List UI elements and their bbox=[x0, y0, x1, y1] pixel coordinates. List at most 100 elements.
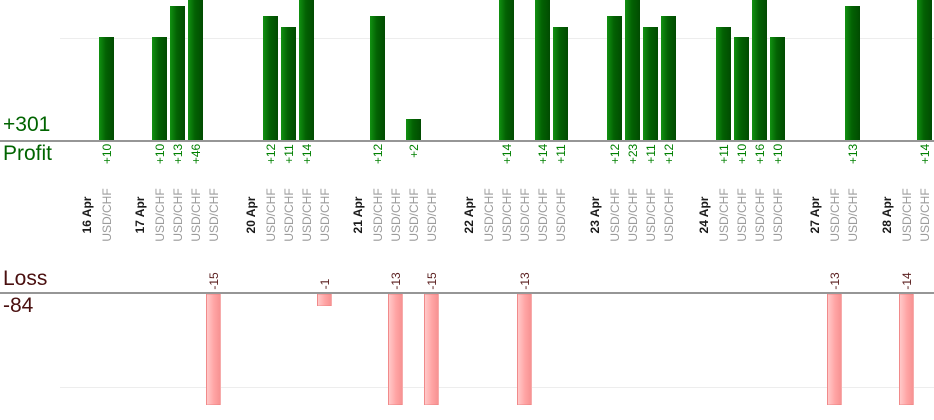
profit-value-label: +11 bbox=[717, 143, 731, 164]
symbol-label: USD/CHF bbox=[846, 188, 860, 242]
profit-bar[interactable] bbox=[169, 6, 185, 140]
symbol-label: USD/CHF bbox=[717, 188, 731, 242]
date-label: 28 Apr bbox=[880, 196, 894, 234]
date-label: 23 Apr bbox=[588, 196, 602, 234]
date-label: 22 Apr bbox=[462, 196, 476, 234]
loss-axis-line bbox=[0, 292, 934, 294]
symbol-label: USD/CHF bbox=[389, 188, 403, 242]
symbol-label: USD/CHF bbox=[371, 188, 385, 242]
profit-value-label: +12 bbox=[264, 143, 278, 165]
symbol-label: USD/CHF bbox=[407, 188, 421, 242]
symbol-label: USD/CHF bbox=[153, 188, 167, 242]
profit-value-label: +46 bbox=[189, 143, 203, 165]
symbol-label: USD/CHF bbox=[171, 188, 185, 242]
profit-bar[interactable] bbox=[916, 0, 932, 140]
profit-value-label: +10 bbox=[100, 143, 114, 165]
date-label: 24 Apr bbox=[697, 196, 711, 234]
symbol-label: USD/CHF bbox=[554, 188, 568, 242]
symbol-label: USD/CHF bbox=[500, 188, 514, 242]
loss-bar[interactable] bbox=[316, 294, 332, 306]
date-label: 16 Apr bbox=[80, 196, 94, 234]
profit-bar[interactable] bbox=[769, 37, 785, 140]
profit-value-label: +10 bbox=[771, 143, 785, 165]
symbol-label: USD/CHF bbox=[189, 188, 203, 242]
profit-value-label: +12 bbox=[608, 143, 622, 165]
profit-value-label: +14 bbox=[918, 143, 932, 165]
symbol-label: USD/CHF bbox=[771, 188, 785, 242]
profit-value-label: +12 bbox=[371, 143, 385, 165]
symbol-label: USD/CHF bbox=[264, 188, 278, 242]
profit-value-label: +13 bbox=[846, 143, 860, 165]
profit-bar[interactable] bbox=[280, 26, 296, 140]
profit-value-label: +11 bbox=[554, 143, 568, 164]
symbol-label: USD/CHF bbox=[626, 188, 640, 242]
loss-bar[interactable] bbox=[423, 294, 439, 405]
profit-bar[interactable] bbox=[624, 0, 640, 140]
symbol-label: USD/CHF bbox=[300, 188, 314, 242]
loss-bar[interactable] bbox=[516, 294, 532, 405]
profit-value-label: +16 bbox=[753, 143, 767, 165]
profit-bar[interactable] bbox=[298, 0, 314, 140]
profit-value-label: +2 bbox=[407, 144, 421, 158]
profit-bar[interactable] bbox=[552, 26, 568, 140]
symbol-label: USD/CHF bbox=[482, 188, 496, 242]
profit-bar[interactable] bbox=[606, 16, 622, 140]
profit-bar[interactable] bbox=[751, 0, 767, 140]
profit-bar[interactable] bbox=[98, 37, 114, 140]
profit-bar[interactable] bbox=[642, 26, 658, 140]
symbol-label: USD/CHF bbox=[753, 188, 767, 242]
profit-axis-label: Profit bbox=[3, 142, 53, 165]
profit-total: +301 bbox=[3, 113, 51, 136]
profit-bar[interactable] bbox=[405, 119, 421, 140]
loss-gridline bbox=[60, 387, 934, 388]
profit-bar[interactable] bbox=[534, 0, 550, 140]
profit-axis-line bbox=[0, 140, 934, 142]
symbol-label: USD/CHF bbox=[282, 188, 296, 242]
profit-value-label: +11 bbox=[282, 143, 296, 164]
date-label: 17 Apr bbox=[133, 196, 147, 234]
profit-value-label: +14 bbox=[300, 143, 314, 165]
loss-value-label: -15 bbox=[207, 271, 221, 290]
symbol-label: USD/CHF bbox=[828, 188, 842, 242]
loss-total: -84 bbox=[3, 294, 34, 317]
loss-axis-label: Loss bbox=[3, 267, 48, 290]
loss-value-label: -14 bbox=[900, 271, 914, 290]
loss-value-label: -15 bbox=[425, 271, 439, 290]
profit-bar[interactable] bbox=[187, 0, 203, 140]
profit-bar[interactable] bbox=[844, 6, 860, 140]
loss-value-label: -13 bbox=[518, 271, 532, 290]
profit-value-label: +14 bbox=[536, 143, 550, 165]
loss-value-label: -1 bbox=[318, 278, 332, 289]
profit-value-label: +13 bbox=[171, 143, 185, 165]
symbol-label: USD/CHF bbox=[662, 188, 676, 242]
profit-bar[interactable] bbox=[733, 37, 749, 140]
profit-value-label: +12 bbox=[662, 143, 676, 165]
profit-bar[interactable] bbox=[715, 26, 731, 140]
symbol-label: USD/CHF bbox=[735, 188, 749, 242]
symbol-label: USD/CHF bbox=[100, 188, 114, 242]
profit-bar[interactable] bbox=[369, 16, 385, 140]
profit-value-label: +10 bbox=[735, 143, 749, 165]
profit-bar[interactable] bbox=[262, 16, 278, 140]
symbol-label: USD/CHF bbox=[900, 188, 914, 242]
symbol-label: USD/CHF bbox=[207, 188, 221, 242]
profit-value-label: +14 bbox=[500, 143, 514, 165]
profit-bar[interactable] bbox=[660, 16, 676, 140]
symbol-label: USD/CHF bbox=[425, 188, 439, 242]
date-label: 27 Apr bbox=[808, 196, 822, 234]
profit-bar[interactable] bbox=[498, 0, 514, 140]
symbol-label: USD/CHF bbox=[318, 188, 332, 242]
loss-bar[interactable] bbox=[826, 294, 842, 405]
symbol-label: USD/CHF bbox=[644, 188, 658, 242]
loss-value-label: -13 bbox=[389, 271, 403, 290]
loss-value-label: -13 bbox=[828, 271, 842, 290]
loss-bar[interactable] bbox=[205, 294, 221, 405]
loss-bar[interactable] bbox=[898, 294, 914, 405]
symbol-label: USD/CHF bbox=[518, 188, 532, 242]
profit-value-label: +11 bbox=[644, 143, 658, 164]
loss-bar[interactable] bbox=[387, 294, 403, 405]
profit-bar[interactable] bbox=[151, 37, 167, 140]
profit-value-label: +23 bbox=[626, 143, 640, 165]
